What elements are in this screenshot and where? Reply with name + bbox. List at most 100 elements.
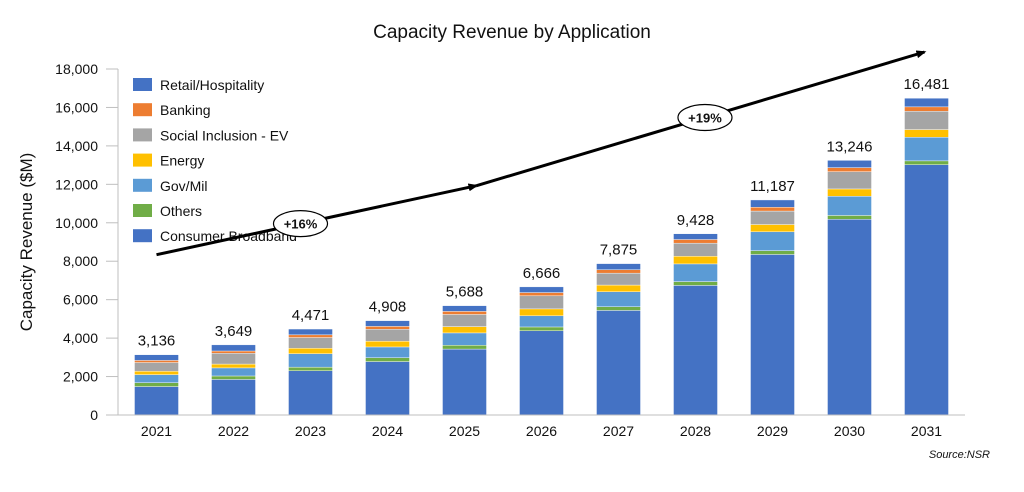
bar-stack-2024 bbox=[365, 320, 410, 416]
bar-segment-banking bbox=[596, 269, 641, 274]
x-tick-label: 2029 bbox=[757, 423, 788, 439]
bar-segment-others bbox=[288, 366, 333, 371]
legend-swatch bbox=[133, 128, 152, 142]
legend-swatch bbox=[133, 229, 152, 243]
y-tick-label: 2,000 bbox=[63, 369, 98, 385]
bar-stack-2023 bbox=[288, 328, 333, 416]
total-label: 3,136 bbox=[138, 333, 176, 350]
cagr-badge bbox=[272, 210, 329, 238]
legend-entry: Gov/Mil bbox=[133, 178, 207, 194]
bar-segment-energy bbox=[134, 370, 179, 375]
y-axis: 0 2,000 4,000 6,000 8,000 10,000 12,000 14,000 1… bbox=[55, 61, 119, 423]
legend-label: Retail/Hospitality bbox=[160, 77, 264, 93]
bar-segment-others bbox=[673, 281, 718, 286]
bar-segment-consumer-broadband bbox=[673, 285, 718, 416]
bar-segment-social-inclusion-ev bbox=[673, 242, 718, 257]
legend-swatch bbox=[133, 153, 152, 167]
bar-segment-social-inclusion-ev bbox=[519, 295, 564, 310]
bar-segment-energy bbox=[211, 363, 256, 369]
total-label: 3,649 bbox=[215, 323, 253, 340]
y-tick-label: 0 bbox=[90, 407, 98, 423]
legend-entry: Retail/Hospitality bbox=[133, 77, 264, 93]
bar-segment-banking bbox=[288, 334, 333, 338]
bar-stack-2031 bbox=[904, 97, 949, 416]
y-tick-label: 14,000 bbox=[55, 138, 98, 154]
total-label: 9,428 bbox=[677, 212, 715, 229]
total-label: 4,471 bbox=[292, 307, 330, 324]
bar-segment-consumer-broadband bbox=[519, 330, 564, 416]
bar-segment-consumer-broadband bbox=[288, 370, 333, 416]
bar-segment-retail-hospitality bbox=[134, 354, 179, 361]
bar-segment-consumer-broadband bbox=[750, 254, 795, 416]
bar-segment-retail-hospitality bbox=[442, 305, 487, 312]
bar-segment-others bbox=[750, 250, 795, 255]
bar-stack-2022 bbox=[211, 344, 256, 416]
cagr-annotations: +16% +19% bbox=[156, 50, 927, 257]
bar-segment-others bbox=[211, 375, 256, 380]
x-tick-label: 2026 bbox=[526, 423, 557, 439]
bar-segment-energy bbox=[442, 326, 487, 334]
bar-segment-energy bbox=[750, 224, 795, 233]
bar-segment-banking bbox=[519, 292, 564, 297]
legend: Retail/Hospitality Banking Social Inclusio… bbox=[133, 77, 297, 244]
bar-segment-gov-mil bbox=[596, 291, 641, 307]
bar-segment-gov-mil bbox=[442, 332, 487, 346]
y-tick-label: 18,000 bbox=[55, 61, 98, 77]
x-tick-label: 2024 bbox=[372, 423, 403, 439]
chart-title: Capacity Revenue by Application bbox=[373, 22, 651, 43]
bar-segment-banking bbox=[365, 326, 410, 330]
legend-label: Others bbox=[160, 203, 202, 219]
y-tick-label: 4,000 bbox=[63, 330, 98, 346]
total-label: 4,908 bbox=[369, 299, 407, 316]
bar-segment-gov-mil bbox=[519, 315, 564, 328]
total-label: 6,666 bbox=[523, 265, 561, 282]
bar-segment-retail-hospitality bbox=[673, 233, 718, 240]
bar-segment-energy bbox=[673, 256, 718, 265]
x-tick-label: 2021 bbox=[141, 423, 172, 439]
y-tick-label: 8,000 bbox=[63, 253, 98, 269]
legend-label: Consumer Broadband bbox=[160, 228, 297, 244]
bar-segment-energy bbox=[904, 129, 949, 138]
y-tick-label: 16,000 bbox=[55, 99, 98, 115]
total-label: 5,688 bbox=[446, 284, 484, 301]
y-axis-label: Capacity Revenue ($M) bbox=[17, 153, 36, 332]
bar-segment-social-inclusion-ev bbox=[365, 329, 410, 342]
bar-stack-2030 bbox=[827, 160, 872, 416]
bar-segment-retail-hospitality bbox=[750, 199, 795, 208]
x-tick-label: 2027 bbox=[603, 423, 634, 439]
bar-segment-energy bbox=[365, 340, 410, 348]
bar-segment-retail-hospitality bbox=[365, 320, 410, 327]
bar-segment-gov-mil bbox=[673, 263, 718, 282]
legend-swatch bbox=[133, 204, 152, 217]
bar-segment-consumer-broadband bbox=[134, 386, 179, 416]
bar-segment-banking bbox=[673, 239, 718, 244]
x-tick-label: 2028 bbox=[680, 423, 711, 439]
bar-segment-energy bbox=[288, 348, 333, 354]
bar-segment-consumer-broadband bbox=[904, 164, 949, 416]
bar-segment-energy bbox=[827, 188, 872, 197]
bar-segment-retail-hospitality bbox=[211, 344, 256, 352]
legend-swatch bbox=[133, 178, 152, 192]
total-label: 16,481 bbox=[904, 76, 950, 93]
bar-stack-2028 bbox=[673, 233, 718, 416]
bar-stack-2026 bbox=[519, 286, 564, 416]
total-label: 7,875 bbox=[600, 242, 638, 259]
bar-stack-2021 bbox=[134, 354, 179, 416]
bars bbox=[134, 97, 949, 416]
cagr-badge bbox=[677, 103, 733, 132]
x-tick-label: 2031 bbox=[911, 423, 942, 439]
bar-segment-consumer-broadband bbox=[365, 361, 410, 416]
bar-stack-2025 bbox=[442, 305, 487, 416]
bar-segment-retail-hospitality bbox=[904, 97, 949, 108]
bar-segment-social-inclusion-ev bbox=[904, 111, 949, 130]
bar-segment-gov-mil bbox=[288, 353, 333, 368]
source-note: Source:NSR bbox=[929, 449, 990, 461]
x-tick-label: 2025 bbox=[449, 423, 480, 439]
bar-segment-social-inclusion-ev bbox=[288, 337, 333, 349]
legend-swatch bbox=[133, 103, 152, 117]
x-axis: 2021 2022 2023 2024 2025 2026 2027 2028 2029 2030… bbox=[118, 414, 965, 439]
bar-segment-social-inclusion-ev bbox=[750, 210, 795, 225]
legend-entry: Banking bbox=[133, 102, 211, 118]
x-tick-label: 2030 bbox=[834, 423, 865, 439]
